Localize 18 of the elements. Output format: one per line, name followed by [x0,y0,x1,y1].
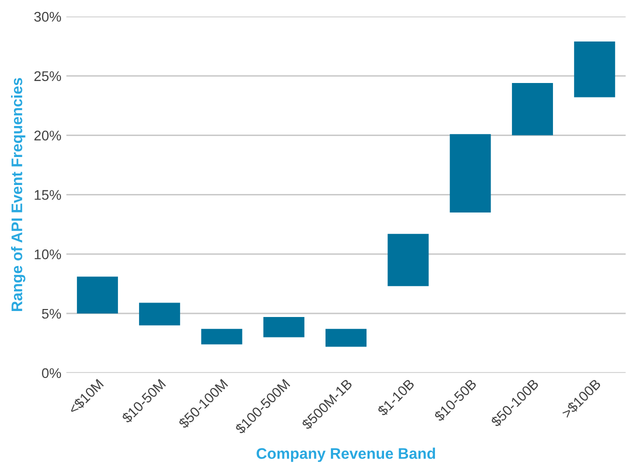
y-tick-label: 0% [42,368,62,378]
y-tick-label: 15% [34,190,62,200]
y-tick-label: 10% [34,249,62,260]
bar [76,276,118,314]
bar [388,234,429,286]
bar [201,328,242,344]
bar [574,41,616,98]
bar [512,83,553,136]
y-tick-label: 25% [34,71,62,82]
y-tick-label: 30% [34,12,62,22]
y-axis-title: Range of API Event Frequencies [11,78,26,311]
bar [263,317,304,338]
bar [326,328,367,347]
y-tick-label: 20% [34,130,62,140]
bar [450,134,491,213]
y-tick-label: 5% [42,308,62,319]
bar [139,302,180,326]
x-axis-title: Company Revenue Band [256,448,436,462]
